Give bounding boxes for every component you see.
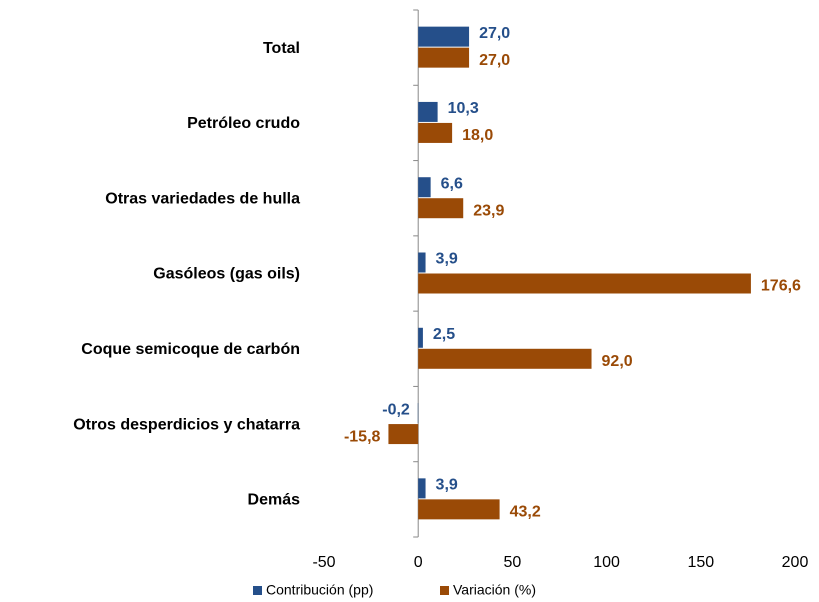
legend-swatch — [440, 586, 449, 595]
x-tick-label: 50 — [504, 554, 522, 571]
bar — [418, 348, 592, 369]
bar — [418, 177, 431, 198]
bar — [418, 499, 500, 520]
value-label: 92,0 — [602, 353, 633, 370]
bar — [418, 26, 470, 47]
bar — [418, 327, 423, 348]
x-tick-label: 0 — [414, 554, 423, 571]
bar — [418, 101, 438, 122]
bar — [418, 47, 470, 68]
value-label: 27,0 — [479, 52, 510, 69]
legend-label: Contribución (pp) — [266, 582, 373, 598]
value-label: 18,0 — [462, 127, 493, 144]
bar — [418, 252, 426, 273]
bar — [418, 198, 464, 219]
x-tick-label: 100 — [593, 554, 620, 571]
value-label: 10,3 — [448, 100, 479, 117]
category-label: Demás — [248, 492, 301, 509]
value-label: 2,5 — [433, 326, 455, 343]
category-label: Total — [263, 40, 300, 57]
value-label: 176,6 — [761, 278, 801, 295]
x-tick-label: 150 — [687, 554, 714, 571]
value-label: 3,9 — [436, 477, 458, 494]
bar — [418, 122, 453, 143]
value-label: -0,2 — [382, 401, 410, 418]
category-label: Otros desperdicios y chatarra — [73, 416, 300, 433]
bar — [388, 424, 419, 445]
x-tick-label: 200 — [782, 554, 809, 571]
value-label: 27,0 — [479, 25, 510, 42]
bar — [418, 478, 426, 499]
legend-swatch — [253, 586, 262, 595]
category-label: Petróleo crudo — [187, 115, 300, 132]
value-label: 3,9 — [436, 251, 458, 268]
value-label: 23,9 — [473, 202, 504, 219]
bar — [418, 273, 751, 294]
value-label: 43,2 — [510, 504, 541, 521]
value-label: 6,6 — [441, 175, 463, 192]
value-label: -15,8 — [344, 428, 381, 445]
x-tick-label: -50 — [312, 554, 335, 571]
category-label: Otras variedades de hulla — [105, 190, 300, 207]
category-label: Coque semicoque de carbón — [81, 341, 300, 358]
legend-label: Variación (%) — [453, 582, 536, 598]
category-label: Gasóleos (gas oils) — [153, 266, 300, 283]
